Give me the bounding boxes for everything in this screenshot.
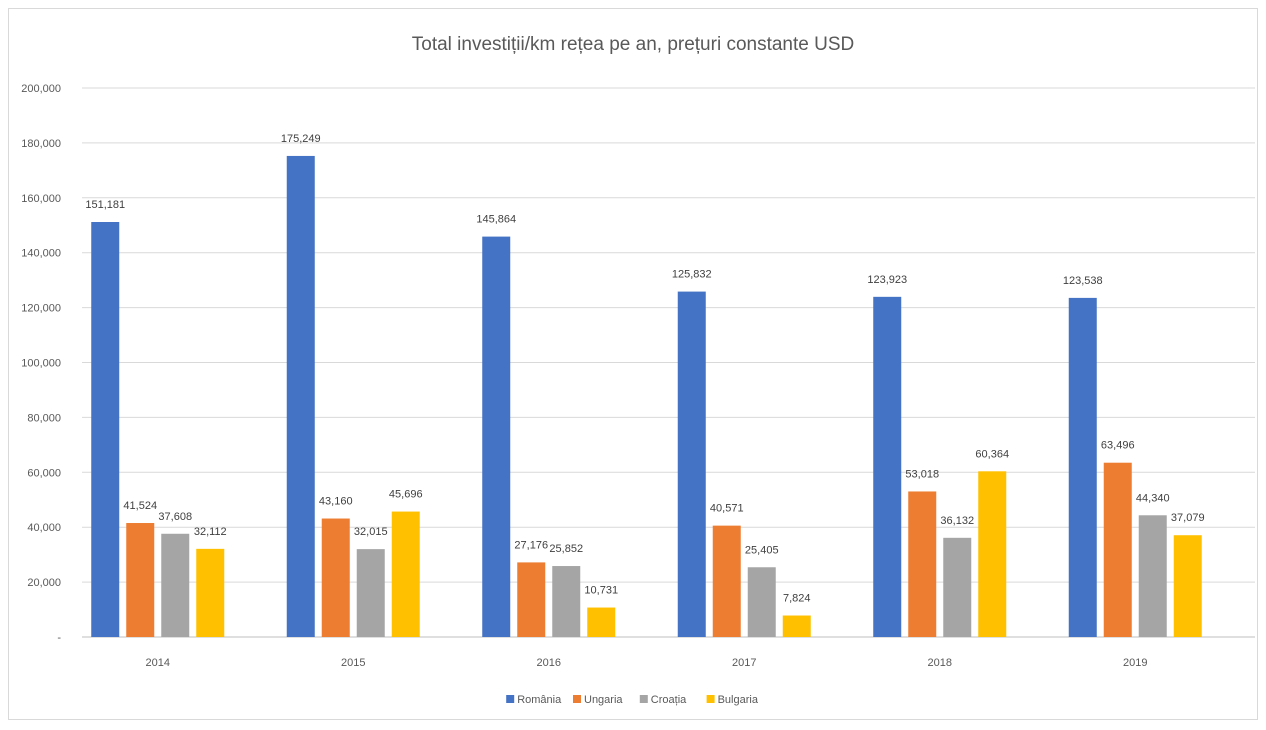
y-tick-label: 160,000: [21, 193, 61, 205]
legend-swatch-ungaria: [573, 695, 581, 703]
data-label: 123,538: [1063, 275, 1103, 287]
bar-bulgaria-2014: [196, 548, 225, 637]
y-tick-label: 200,000: [21, 83, 61, 95]
x-tick-label: 2017: [732, 657, 756, 669]
x-tick-label: 2015: [341, 657, 365, 669]
data-label: 60,364: [975, 448, 1009, 460]
bar-croația-2018: [943, 537, 972, 637]
legend-label: Croația: [651, 694, 687, 706]
data-label: 7,824: [783, 593, 811, 605]
bar-românia-2018: [873, 296, 902, 637]
data-label: 151,181: [85, 199, 125, 211]
data-label: 25,852: [549, 543, 583, 555]
bar-românia-2015: [286, 155, 315, 637]
legend-label: Bulgaria: [718, 694, 759, 706]
bar-românia-2014: [91, 222, 120, 637]
x-tick-label: 2014: [146, 657, 170, 669]
bar-bulgaria-2015: [391, 511, 420, 637]
legend-label: România: [517, 694, 562, 706]
x-axis-ticks: 2014 2015 2016 2017 2018 2019: [146, 657, 1148, 669]
bar-ungaria-2017: [712, 525, 741, 637]
data-label: 32,015: [354, 526, 388, 538]
y-tick-label: 120,000: [21, 303, 61, 315]
y-tick-label: 140,000: [21, 248, 61, 260]
y-tick-label: -: [57, 632, 61, 644]
bar-ungaria-2014: [126, 523, 155, 637]
y-tick-label: 80,000: [27, 412, 61, 424]
bar-bulgaria-2019: [1173, 535, 1202, 637]
gridlines: [82, 87, 1255, 638]
bar-ungaria-2016: [517, 562, 546, 637]
data-label: 175,249: [281, 133, 321, 145]
bars: [91, 155, 1202, 637]
bar-românia-2017: [677, 291, 706, 637]
bar-bulgaria-2018: [978, 471, 1007, 637]
data-label: 53,018: [905, 468, 939, 480]
y-axis-ticks: - 20,000 40,000 60,000 80,000 100,000 120,000 1…: [21, 83, 61, 644]
bar-ungaria-2019: [1103, 462, 1132, 637]
y-tick-label: 60,000: [27, 467, 61, 479]
legend: România Ungaria Croația Bulgaria: [506, 694, 759, 706]
x-tick-label: 2019: [1123, 657, 1147, 669]
data-label: 10,731: [584, 585, 618, 597]
bar-bulgaria-2016: [587, 607, 616, 637]
chart-title: Total investiții/km rețea pe an, prețuri…: [412, 34, 854, 55]
data-label: 32,112: [194, 526, 227, 538]
bar-croația-2014: [161, 533, 190, 637]
data-label: 36,132: [940, 515, 974, 527]
data-label: 63,496: [1101, 440, 1135, 452]
data-label: 43,160: [319, 496, 353, 508]
bar-croația-2015: [356, 549, 385, 637]
legend-swatch-românia: [506, 695, 515, 703]
data-label: 37,079: [1171, 512, 1205, 524]
x-tick-label: 2016: [537, 657, 561, 669]
y-tick-label: 180,000: [21, 138, 61, 150]
bar-ungaria-2018: [908, 491, 937, 637]
data-label: 40,571: [710, 503, 744, 515]
y-tick-label: 40,000: [27, 522, 61, 534]
bar-românia-2016: [482, 236, 511, 637]
data-label: 125,832: [672, 269, 712, 281]
y-tick-label: 100,000: [21, 358, 61, 370]
data-label: 45,696: [389, 489, 423, 501]
legend-swatch-bulgaria: [706, 695, 715, 703]
data-label: 145,864: [476, 214, 516, 226]
data-label: 27,176: [514, 539, 548, 551]
data-label: 37,608: [158, 511, 192, 523]
bar-ungaria-2015: [321, 518, 350, 637]
bar-croația-2019: [1138, 515, 1167, 637]
bar-croația-2017: [747, 567, 776, 637]
bar-bulgaria-2017: [782, 615, 811, 637]
x-tick-label: 2018: [928, 657, 952, 669]
bar-românia-2019: [1068, 297, 1097, 637]
data-label: 44,340: [1136, 492, 1170, 504]
legend-swatch-croația: [639, 695, 648, 703]
data-label: 41,524: [123, 500, 157, 512]
y-tick-label: 20,000: [27, 577, 61, 589]
data-label: 123,923: [867, 274, 907, 286]
data-label: 25,405: [745, 544, 779, 556]
legend-label: Ungaria: [584, 694, 623, 706]
bar-croația-2016: [552, 566, 581, 637]
